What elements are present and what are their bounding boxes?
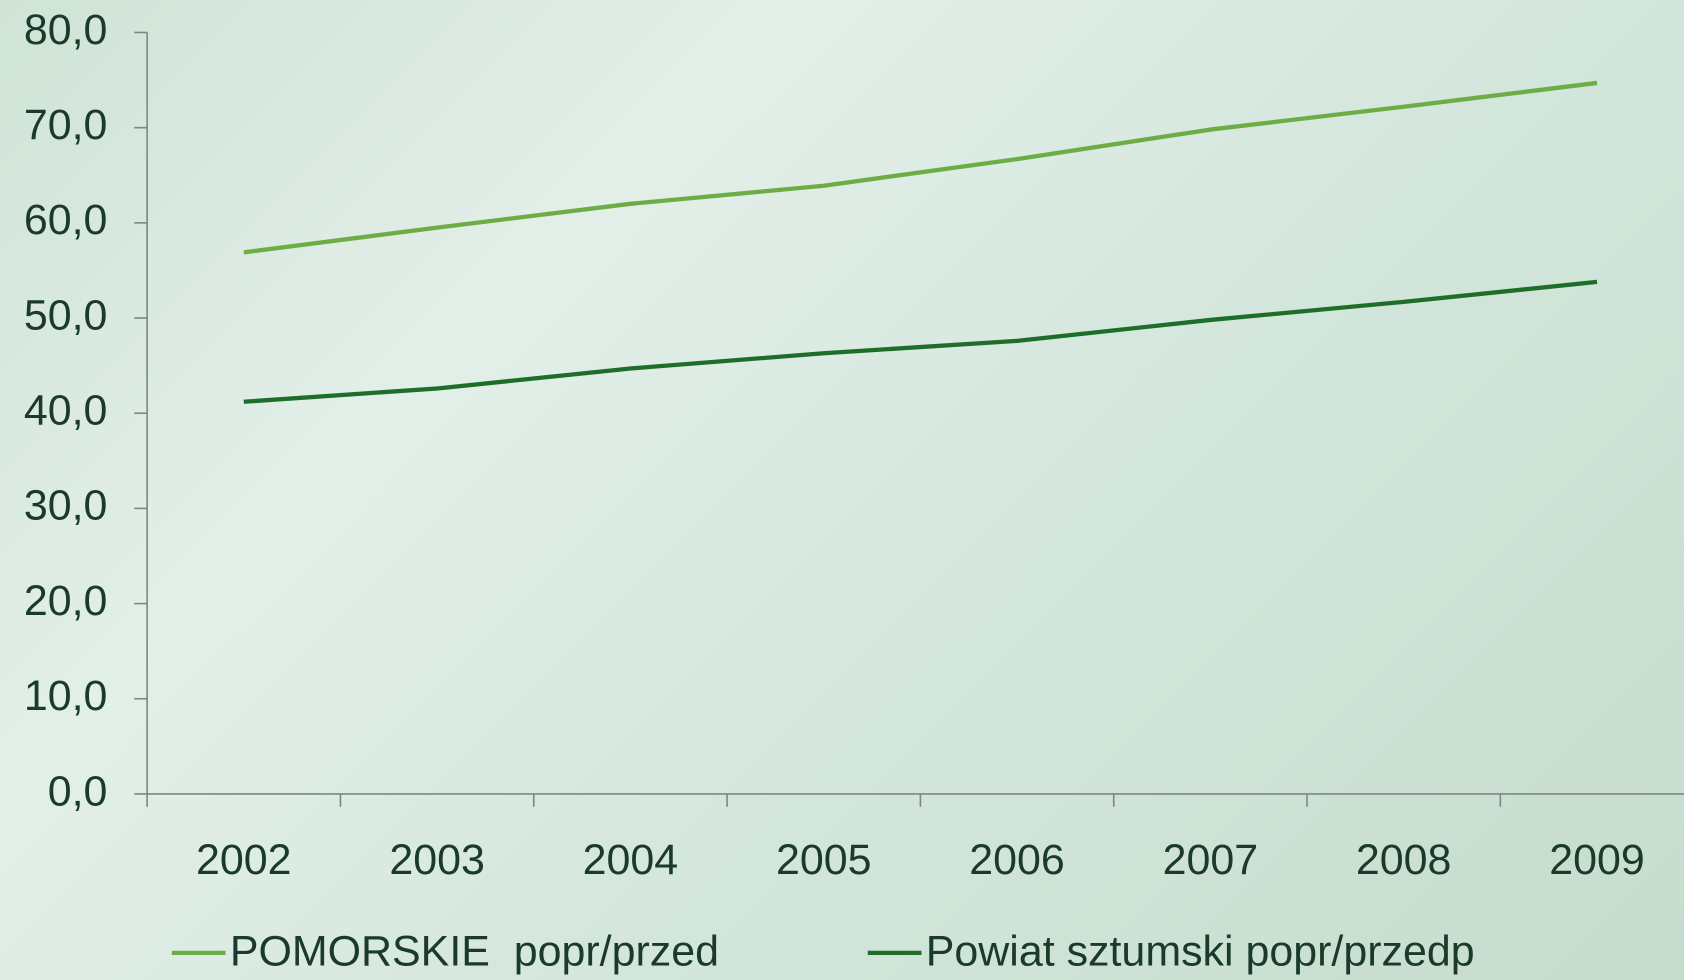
x-tick-label: 2008: [1356, 836, 1452, 884]
legend-label: POMORSKIE popr/przed: [230, 927, 719, 975]
x-tick-label: 2006: [969, 836, 1065, 884]
y-tick-label: 80,0: [24, 6, 108, 54]
series-line: [243, 279, 1598, 404]
y-tick-label: 60,0: [24, 196, 108, 244]
y-tick-label: 70,0: [24, 101, 108, 149]
x-tick-label: 2002: [196, 836, 292, 884]
x-tick-label: 2009: [1549, 836, 1645, 884]
x-tick-label: 2005: [776, 836, 872, 884]
x-tick-label: 2004: [583, 836, 679, 884]
series-line: [243, 80, 1598, 255]
y-tick-label: 0,0: [48, 767, 108, 815]
y-tick-label: 30,0: [24, 482, 108, 530]
y-tick-label: 50,0: [24, 291, 108, 339]
y-tick-label: 40,0: [24, 387, 108, 435]
x-tick-label: 2003: [389, 836, 485, 884]
x-tick-label: 2007: [1163, 836, 1259, 884]
y-tick-label: 10,0: [24, 672, 108, 720]
legend-label: Powiat sztumski popr/przedp: [926, 927, 1475, 975]
y-tick-label: 20,0: [24, 577, 108, 625]
